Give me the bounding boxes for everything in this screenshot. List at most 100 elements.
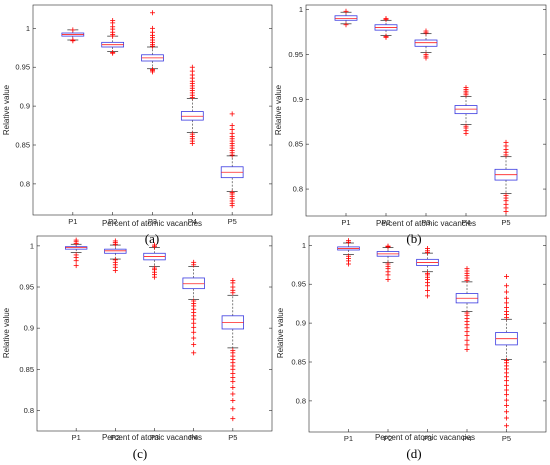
outlier-marker — [425, 293, 430, 299]
outlier-marker — [191, 298, 197, 304]
outlier-marker — [383, 15, 389, 21]
y-axis-label: Relative value — [2, 84, 11, 135]
outlier-marker — [504, 397, 509, 403]
panel-caption: (d) — [406, 446, 421, 461]
outlier-marker — [230, 398, 236, 404]
outlier-marker — [73, 263, 79, 269]
y-tick-label: 0.85 — [291, 358, 306, 367]
outlier-marker — [504, 415, 509, 421]
outlier-marker — [112, 257, 118, 263]
outlier-marker — [504, 403, 509, 409]
outlier-marker — [504, 283, 509, 289]
outlier-marker — [504, 382, 509, 388]
y-tick-label: 0.85 — [288, 140, 303, 149]
panel-b: Percent of atomic vacancies Relative val… — [274, 4, 547, 246]
outlier-marker — [150, 25, 155, 31]
outlier-marker — [425, 287, 430, 293]
x-tick-label: P2 — [108, 217, 117, 226]
outlier-marker — [504, 300, 509, 306]
y-tick-label: 0.95 — [291, 280, 306, 289]
x-tick-label: P1 — [341, 218, 350, 227]
panel-a: Percent of atomic vacancies Relative val… — [2, 4, 273, 246]
outlier-marker — [189, 131, 195, 137]
x-tick-label: P1 — [68, 217, 77, 226]
outlier-marker — [191, 342, 197, 348]
x-tick-label: P4 — [188, 217, 197, 226]
outlier-marker — [423, 28, 429, 34]
x-tick-label: P4 — [461, 218, 470, 227]
outlier-marker — [152, 265, 157, 271]
outlier-marker — [343, 22, 349, 28]
outlier-marker — [152, 242, 157, 248]
outlier-marker — [230, 406, 236, 412]
x-tick-label: P5 — [228, 217, 237, 226]
panel-caption: (c) — [133, 446, 147, 461]
panel-d: Percent of atomic vacancies Relative val… — [276, 235, 547, 461]
outlier-marker — [504, 289, 509, 295]
y-tick-label: 0.95 — [19, 283, 34, 292]
outlier-marker — [229, 189, 235, 195]
outlier-marker — [229, 111, 235, 117]
outlier-marker — [464, 337, 470, 343]
outlier-marker — [230, 391, 236, 397]
outlier-marker — [150, 10, 155, 16]
x-tick-label: P3 — [421, 218, 430, 227]
box-iqr — [104, 248, 127, 254]
outlier-marker — [504, 392, 509, 398]
outlier-marker — [230, 384, 236, 390]
outlier-marker — [504, 387, 509, 393]
outlier-marker — [385, 261, 391, 267]
outlier-marker — [230, 277, 236, 283]
outlier-marker — [383, 33, 389, 39]
outlier-marker — [230, 347, 236, 353]
outlier-marker — [346, 238, 351, 244]
outlier-marker — [191, 329, 197, 335]
x-tick-label: P2 — [383, 434, 392, 443]
outlier-marker — [504, 305, 509, 311]
outlier-marker — [504, 423, 509, 429]
outlier-marker — [425, 270, 430, 276]
y-tick-label: 1 — [299, 5, 303, 14]
y-tick-label: 0.85 — [15, 141, 30, 150]
outlier-marker — [385, 277, 391, 283]
outlier-marker — [70, 38, 76, 44]
outlier-marker — [150, 67, 155, 73]
outlier-marker — [504, 295, 509, 301]
outlier-marker — [464, 310, 470, 316]
y-tick-label: 0.8 — [24, 406, 34, 415]
y-tick-label: 1 — [30, 241, 34, 250]
outlier-marker — [229, 123, 235, 129]
x-tick-label: P3 — [423, 434, 432, 443]
y-tick-label: 0.85 — [19, 365, 34, 374]
x-tick-label: P2 — [381, 218, 390, 227]
outlier-marker — [504, 357, 509, 363]
outlier-marker — [504, 273, 509, 279]
y-tick-label: 1 — [302, 241, 306, 250]
x-axis-label: Percent of atomic vacancies — [102, 219, 202, 228]
outlier-marker — [73, 237, 79, 243]
y-tick-label: 0.8 — [296, 396, 306, 405]
outlier-marker — [112, 238, 118, 244]
y-tick-label: 0.8 — [293, 185, 303, 194]
y-tick-label: 0.9 — [24, 324, 34, 333]
outlier-marker — [70, 27, 76, 33]
outlier-marker — [463, 123, 469, 129]
outlier-marker — [464, 347, 470, 353]
outlier-marker — [463, 85, 469, 91]
outlier-marker — [423, 51, 429, 57]
outlier-marker — [503, 139, 509, 145]
y-tick-label: 0.9 — [293, 95, 303, 104]
outlier-marker — [73, 252, 79, 258]
outlier-marker — [343, 8, 349, 14]
x-tick-label: P4 — [189, 433, 198, 442]
outlier-marker — [230, 416, 236, 422]
outlier-marker — [464, 342, 470, 348]
x-axis-label: Percent of atomic vacancies — [102, 433, 202, 442]
x-tick-label: P3 — [148, 217, 157, 226]
x-tick-label: P1 — [72, 433, 81, 442]
outlier-marker — [191, 350, 197, 356]
x-tick-label: P5 — [502, 434, 511, 443]
y-axis-label: Relative value — [2, 307, 11, 358]
outlier-marker — [189, 64, 195, 70]
